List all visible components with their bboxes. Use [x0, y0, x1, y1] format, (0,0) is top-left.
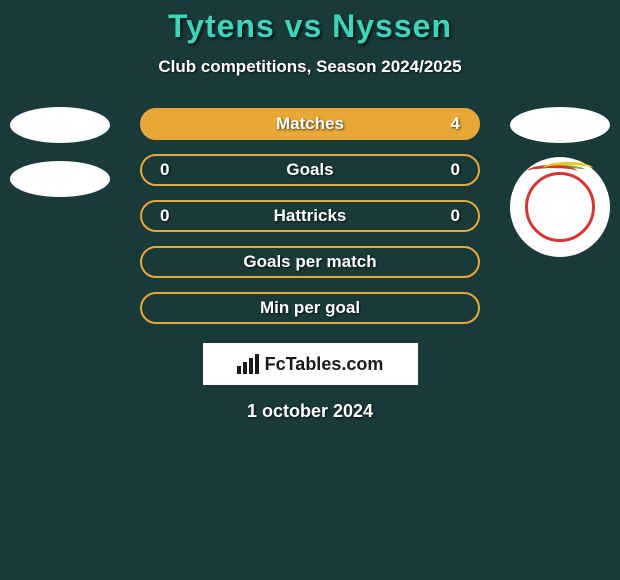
stat-bar: Goals per match [140, 246, 480, 278]
stat-value-right: 0 [440, 206, 460, 226]
stat-value-left: 0 [160, 160, 180, 180]
brand-label: FcTables.com [265, 354, 384, 375]
date-label: 1 october 2024 [0, 401, 620, 422]
ellipse-icon [10, 161, 110, 197]
left-team-badge-1 [10, 107, 110, 143]
right-team-badge-1 [510, 107, 610, 143]
stats-area: Matches 4 0 Goals 0 0 Hattricks 0 Goals per matc… [0, 107, 620, 325]
stat-bar: Min per goal [140, 292, 480, 324]
stat-label: Goals per match [243, 252, 376, 272]
stat-bar: 0 Hattricks 0 [140, 200, 480, 232]
page-subtitle: Club competitions, Season 2024/2025 [0, 57, 620, 77]
ellipse-icon [10, 107, 110, 143]
stat-value-right: 0 [440, 160, 460, 180]
stat-label: Matches [276, 114, 344, 134]
bar-chart-icon [237, 354, 259, 374]
right-team-badge-2 [510, 157, 610, 257]
left-team-badge-2 [10, 161, 110, 197]
stat-label: Goals [286, 160, 333, 180]
stat-row: Min per goal [0, 291, 620, 325]
stat-value-left: 0 [160, 206, 180, 226]
stat-label: Min per goal [260, 298, 360, 318]
stat-value-right: 4 [440, 114, 460, 134]
club-crest-icon [510, 157, 610, 257]
stat-bar: Matches 4 [140, 108, 480, 140]
infographic-container: Tytens vs Nyssen Club competitions, Seas… [0, 0, 620, 422]
stat-label: Hattricks [274, 206, 347, 226]
ellipse-icon [510, 107, 610, 143]
page-title: Tytens vs Nyssen [0, 8, 620, 45]
brand-badge: FcTables.com [203, 343, 418, 385]
stat-bar: 0 Goals 0 [140, 154, 480, 186]
